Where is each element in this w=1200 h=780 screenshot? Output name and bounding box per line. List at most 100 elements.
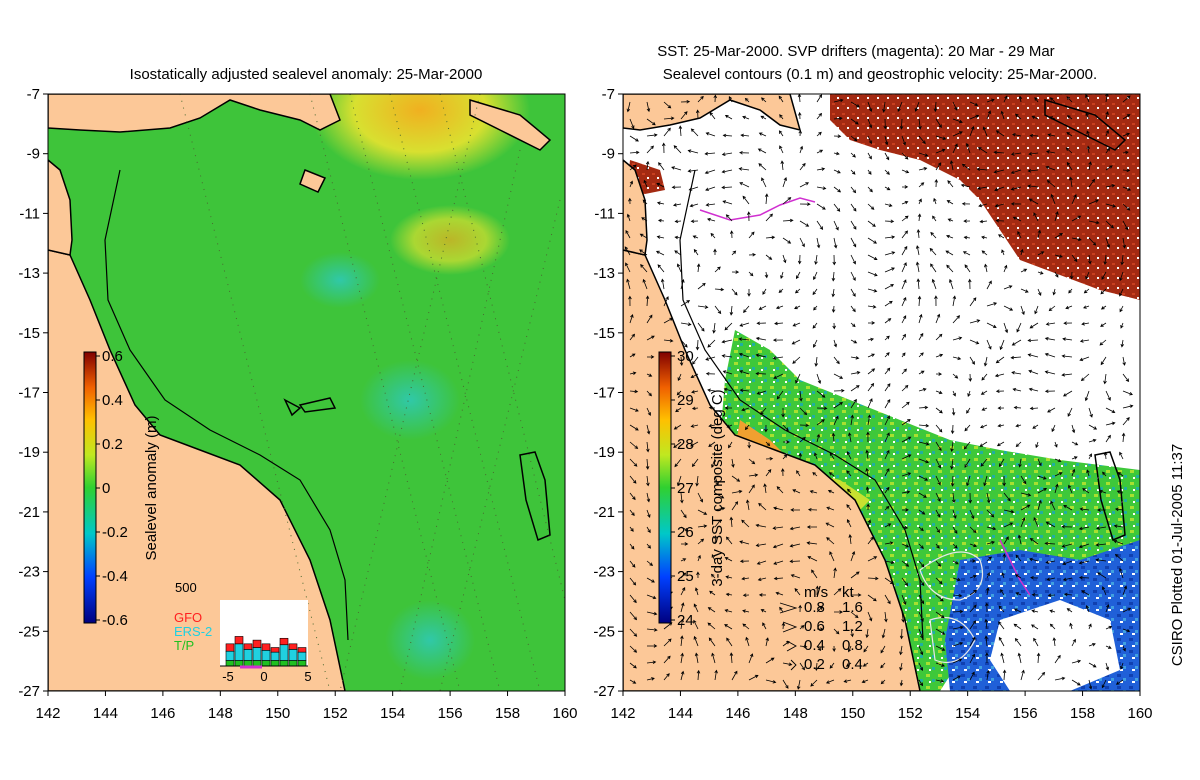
velocity-arrow	[656, 235, 665, 239]
velocity-arrow	[816, 186, 827, 190]
velocity-arrow	[847, 488, 852, 494]
velocity-arrow	[1062, 390, 1073, 397]
velocity-arrow	[935, 353, 944, 358]
velocity-arrow	[1003, 522, 1014, 528]
velocity-arrow	[762, 288, 767, 295]
velocity-arrow	[680, 526, 689, 532]
velocity-arrow	[1010, 186, 1022, 191]
velocity-arrow	[833, 151, 840, 156]
velocity-arrow	[946, 200, 954, 205]
australia-land	[623, 249, 921, 691]
velocity-arrow	[799, 625, 805, 630]
velocity-arrow	[952, 131, 963, 137]
velocity-arrow	[1102, 471, 1107, 477]
velocity-arrow	[850, 101, 860, 108]
velocity-arrow	[723, 387, 733, 392]
velocity-arrow	[799, 644, 808, 649]
velocity-arrow	[884, 560, 895, 565]
velocity-arrow	[672, 203, 682, 207]
velocity-arrow	[646, 526, 651, 534]
velocity-arrow	[695, 339, 700, 351]
velocity-arrow	[726, 637, 733, 647]
right-colorbar-gradient	[658, 351, 672, 624]
velocity-arrow	[976, 167, 988, 172]
velocity-arrow	[848, 534, 852, 545]
x-tick-label: 154	[380, 705, 405, 722]
histogram-bar-ers	[252, 647, 262, 661]
velocity-arrow	[816, 203, 826, 210]
velocity-arrow	[1114, 507, 1124, 512]
velocity-arrow	[983, 475, 988, 487]
x-tick-label: 144	[668, 705, 693, 722]
velocity-arrow	[916, 278, 921, 290]
velocity-arrow	[952, 390, 956, 397]
velocity-arrow	[918, 560, 925, 568]
velocity-arrow	[867, 101, 873, 112]
velocity-arrow	[968, 278, 972, 290]
velocity-arrow	[935, 135, 947, 140]
velocity-arrow	[1028, 387, 1039, 392]
velocity-arrow	[680, 300, 691, 307]
velocity-arrow	[950, 458, 954, 470]
velocity-arrow	[1085, 271, 1090, 280]
velocity-arrow	[629, 314, 634, 324]
velocity-arrow	[1063, 504, 1073, 511]
velocity-arrow	[1049, 623, 1056, 630]
right-colorbar-label: 3-day SST composite (deg C)	[709, 389, 726, 586]
velocity-arrow	[850, 118, 859, 125]
velocity-arrow	[1088, 220, 1100, 225]
velocity-arrow	[1011, 133, 1022, 137]
velocity-arrow	[1017, 652, 1022, 664]
velocity-arrow	[1003, 492, 1011, 502]
reef-outline	[1094, 451, 1126, 542]
velocity-arrow	[850, 551, 856, 562]
teal-anomaly	[300, 252, 380, 308]
right-map	[623, 94, 1140, 691]
velocity-arrow	[628, 295, 632, 307]
velocity-arrow	[901, 560, 910, 567]
velocity-arrow	[963, 441, 971, 450]
velocity-arrow	[884, 219, 895, 224]
velocity-arrow	[697, 509, 708, 515]
velocity-arrow	[765, 469, 772, 477]
velocity-arrow	[1100, 356, 1107, 366]
velocity-arrow	[764, 271, 769, 279]
velocity-arrow	[935, 118, 942, 128]
velocity-arrow	[918, 313, 923, 324]
velocity-arrow	[731, 288, 738, 296]
velocity-arrow	[695, 475, 699, 487]
velocity-arrow	[1071, 441, 1079, 446]
drifter-track	[699, 197, 816, 221]
velocity-arrow	[846, 470, 852, 477]
velocity-arrow	[646, 594, 657, 600]
velocity-arrow	[901, 200, 909, 205]
velocity-arrow	[866, 503, 870, 511]
velocity-arrow	[966, 475, 971, 487]
velocity-arrow	[930, 231, 937, 239]
velocity-arrow	[816, 94, 823, 103]
velocity-arrow	[825, 522, 835, 528]
velocity-arrow	[833, 220, 839, 231]
velocity-arrow	[790, 574, 801, 579]
velocity-arrow	[629, 509, 635, 517]
velocity-arrow	[1122, 404, 1134, 409]
histogram-bar-ers	[297, 651, 307, 661]
velocity-arrow	[797, 254, 802, 265]
velocity-arrow	[952, 577, 961, 582]
velocity-arrow	[722, 370, 733, 375]
velocity-arrow	[1029, 406, 1039, 411]
velocity-arrow	[1037, 251, 1045, 256]
velocity-arrow	[671, 185, 682, 190]
velocity-arrow	[918, 577, 925, 587]
velocity-arrow	[935, 424, 943, 433]
velocity-arrow	[834, 610, 844, 614]
velocity-arrow	[901, 333, 906, 341]
velocity-arrow	[1029, 322, 1039, 329]
velocity-arrow	[901, 508, 909, 512]
velocity-arrow	[884, 352, 890, 358]
velocity-arrow	[697, 282, 706, 290]
velocity-arrow	[1088, 662, 1097, 668]
velocity-arrow	[1122, 150, 1129, 155]
velocity-arrow	[714, 475, 719, 486]
velocity-arrow	[657, 264, 665, 273]
